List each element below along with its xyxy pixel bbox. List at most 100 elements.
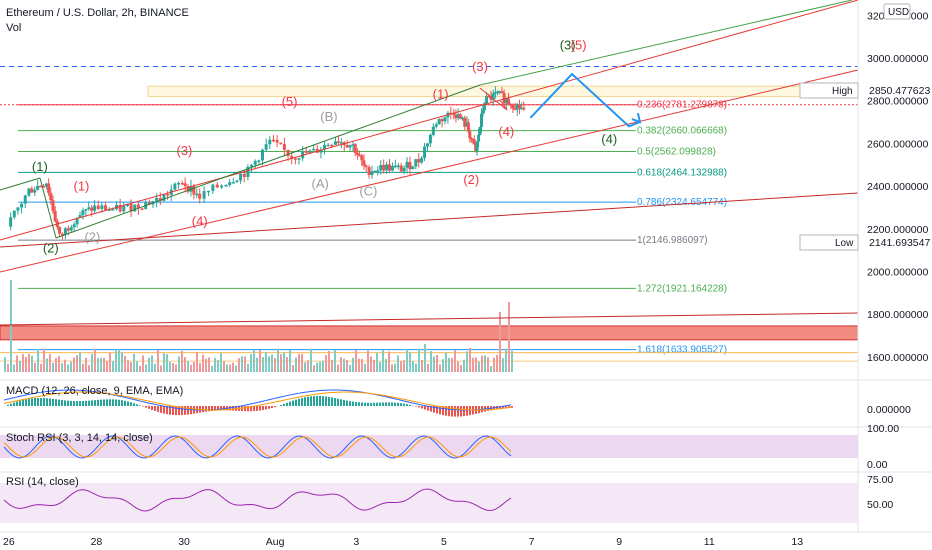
candle-body	[63, 228, 67, 235]
volume-bar	[184, 357, 186, 372]
fib-label: 0.382(2660.066668)	[637, 126, 727, 137]
wave-label: (3)	[560, 37, 576, 52]
price-tick-label: 2600.000000	[867, 138, 928, 150]
candle-body	[30, 188, 34, 193]
macd-histogram-bar	[214, 406, 216, 411]
macd-histogram-bar	[352, 401, 354, 406]
candle-body	[228, 182, 232, 186]
candle-body	[93, 205, 97, 211]
volume-bar	[493, 357, 495, 372]
volume-bar	[463, 359, 465, 372]
candle-body	[504, 98, 508, 104]
candle-body	[125, 204, 129, 207]
macd-histogram-bar	[370, 402, 372, 406]
green-wave-line	[479, 0, 853, 86]
volume-bar	[280, 354, 282, 372]
candle-body	[423, 146, 427, 158]
macd-histogram-bar	[184, 406, 186, 415]
candle-body	[399, 165, 403, 172]
volume-bar	[406, 349, 408, 372]
macd-histogram-bar	[415, 406, 417, 407]
candle-body	[330, 144, 334, 147]
volume-bar	[331, 359, 333, 372]
candle-body	[72, 224, 76, 228]
candle-body	[202, 191, 206, 199]
volume-bar	[7, 363, 9, 372]
macd-histogram-bar	[430, 406, 432, 412]
volume-bar	[127, 360, 129, 372]
volume-bar	[82, 363, 84, 372]
volume-bar	[352, 357, 354, 372]
candle-body	[489, 96, 493, 100]
volume-bar	[466, 351, 468, 372]
candle-body	[493, 91, 497, 94]
volume-bar	[475, 357, 477, 372]
volume-bar	[142, 355, 144, 372]
macd-histogram-bar	[289, 401, 291, 406]
macd-histogram-bar	[16, 401, 18, 406]
currency-badge[interactable]	[883, 3, 911, 20]
volume-bar	[58, 356, 60, 372]
macd-histogram-bar	[385, 402, 387, 406]
volume-bar	[286, 356, 288, 372]
macd-histogram-bar	[448, 406, 450, 417]
time-axis[interactable]: 26 28 30 Aug 3 5 7 9 11 13	[0, 531, 932, 548]
high-tag-box	[799, 82, 859, 99]
macd-histogram-bar	[40, 397, 42, 406]
volume-bar	[457, 361, 459, 372]
projection-path[interactable]	[529, 72, 642, 128]
candle-body	[290, 155, 294, 159]
green-wave-line	[55, 84, 481, 239]
fib-retracement[interactable]: 0.236(2781.279878) 0.382(2660.066668) 0.5(…	[0, 66, 859, 356]
volume-bar	[268, 356, 270, 372]
candle-body	[286, 149, 290, 156]
macd-histogram-bar	[94, 400, 96, 406]
volume-bar	[505, 348, 507, 372]
macd-histogram-bar	[346, 400, 348, 406]
macd-histogram-bar	[358, 402, 360, 406]
low-tag: Low	[835, 238, 854, 249]
macd-label: MACD (12, 26, close, 9, EMA, EMA)	[6, 385, 183, 397]
channel-lower-line	[0, 69, 859, 273]
macd-histogram-bar	[106, 399, 108, 406]
macd-histogram-bar	[394, 402, 396, 406]
macd-histogram-bar	[244, 406, 246, 412]
candle-body	[477, 134, 481, 142]
wave-path	[39, 177, 57, 239]
candle-body	[162, 194, 166, 201]
candle-body	[253, 160, 257, 165]
volume-bar	[367, 350, 369, 372]
price-axis[interactable]: 3200.0000003000.0000002800.0000002600.00…	[857, 0, 928, 532]
volume-bar	[346, 360, 348, 372]
volume-bar	[109, 352, 111, 372]
volume-bar	[424, 344, 426, 372]
macd-histogram-bar	[445, 406, 447, 416]
channel-upper-line	[0, 0, 859, 241]
candle-body	[224, 185, 228, 187]
candle-body	[118, 204, 122, 212]
volume-bar	[430, 351, 432, 372]
macd-pane	[0, 379, 932, 417]
volume-bar	[211, 365, 213, 372]
candle-body	[370, 171, 374, 176]
macd-histogram-bar	[253, 406, 255, 412]
macd-histogram-bar	[343, 399, 345, 406]
candle-body	[235, 180, 239, 183]
macd-histogram-bar	[151, 406, 153, 410]
candle-body	[425, 143, 429, 147]
wave-label: (1)	[433, 87, 449, 102]
candle-body	[78, 215, 82, 218]
volume-bar	[508, 302, 510, 372]
macd-histogram-bar	[403, 403, 405, 406]
volume-bar	[391, 364, 393, 372]
trendlines[interactable]	[0, 0, 859, 326]
volume-bar	[214, 357, 216, 372]
macd-histogram-bar	[313, 396, 315, 406]
candle-body	[339, 142, 343, 144]
volume-bar	[454, 350, 456, 372]
macd-histogram-bar	[256, 406, 258, 411]
volume-bar	[496, 354, 498, 372]
volume-bar	[73, 357, 75, 372]
macd-histogram-bar	[328, 396, 330, 406]
